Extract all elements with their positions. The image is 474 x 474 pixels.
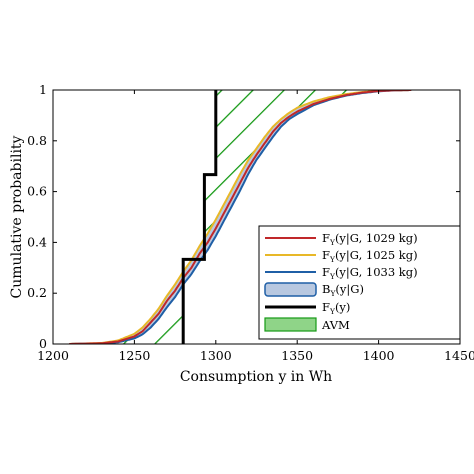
x-axis-label: Consumption y in Wh	[180, 369, 332, 385]
legend-entry-1029: FY(y|G, 1029 kg)	[322, 231, 418, 247]
y-tick-label: 0.2	[27, 285, 47, 300]
series-layer	[69, 90, 412, 344]
series-line-1029	[69, 90, 412, 344]
legend: FY(y|G, 1029 kg) FY(y|G, 1025 kg) FY(y|G…	[258, 225, 461, 340]
y-axis: 0 0.2 0.4 0.6 0.8 1	[27, 82, 460, 351]
plot-frame	[52, 89, 461, 345]
x-tick-label: 1450	[444, 348, 474, 363]
series-step-empirical	[181, 90, 218, 344]
x-tick-label: 1250	[118, 348, 150, 363]
legend-entry-band: BY(y|G)	[322, 282, 364, 298]
x-tick-label: 1350	[281, 348, 313, 363]
legend-swatch-band	[264, 282, 317, 297]
legend-entry-1025: FY(y|G, 1025 kg)	[322, 248, 418, 264]
plot-area	[52, 89, 461, 345]
y-tick-label: 0.4	[27, 234, 47, 249]
legend-swatch-avm	[264, 317, 317, 332]
x-tick-label: 1300	[200, 348, 232, 363]
legend-entry-1033: FY(y|G, 1033 kg)	[322, 265, 418, 281]
y-tick-label: 1	[39, 82, 47, 97]
y-tick-label: 0	[39, 336, 47, 351]
legend-entry-avm: AVM	[321, 318, 350, 332]
legend-entry-step: FY(y)	[322, 300, 350, 316]
x-tick-label: 1200	[37, 348, 69, 363]
y-axis-label: Cumulative probability	[9, 135, 25, 298]
avm-hatched-area	[61, 90, 412, 344]
avm-region	[61, 90, 412, 344]
x-tick-label: 1400	[363, 348, 395, 363]
y-tick-label: 0.8	[27, 133, 47, 148]
x-axis: 1200 1250 1300 1350 1400 1450	[37, 90, 474, 363]
y-tick-label: 0.6	[27, 184, 47, 199]
